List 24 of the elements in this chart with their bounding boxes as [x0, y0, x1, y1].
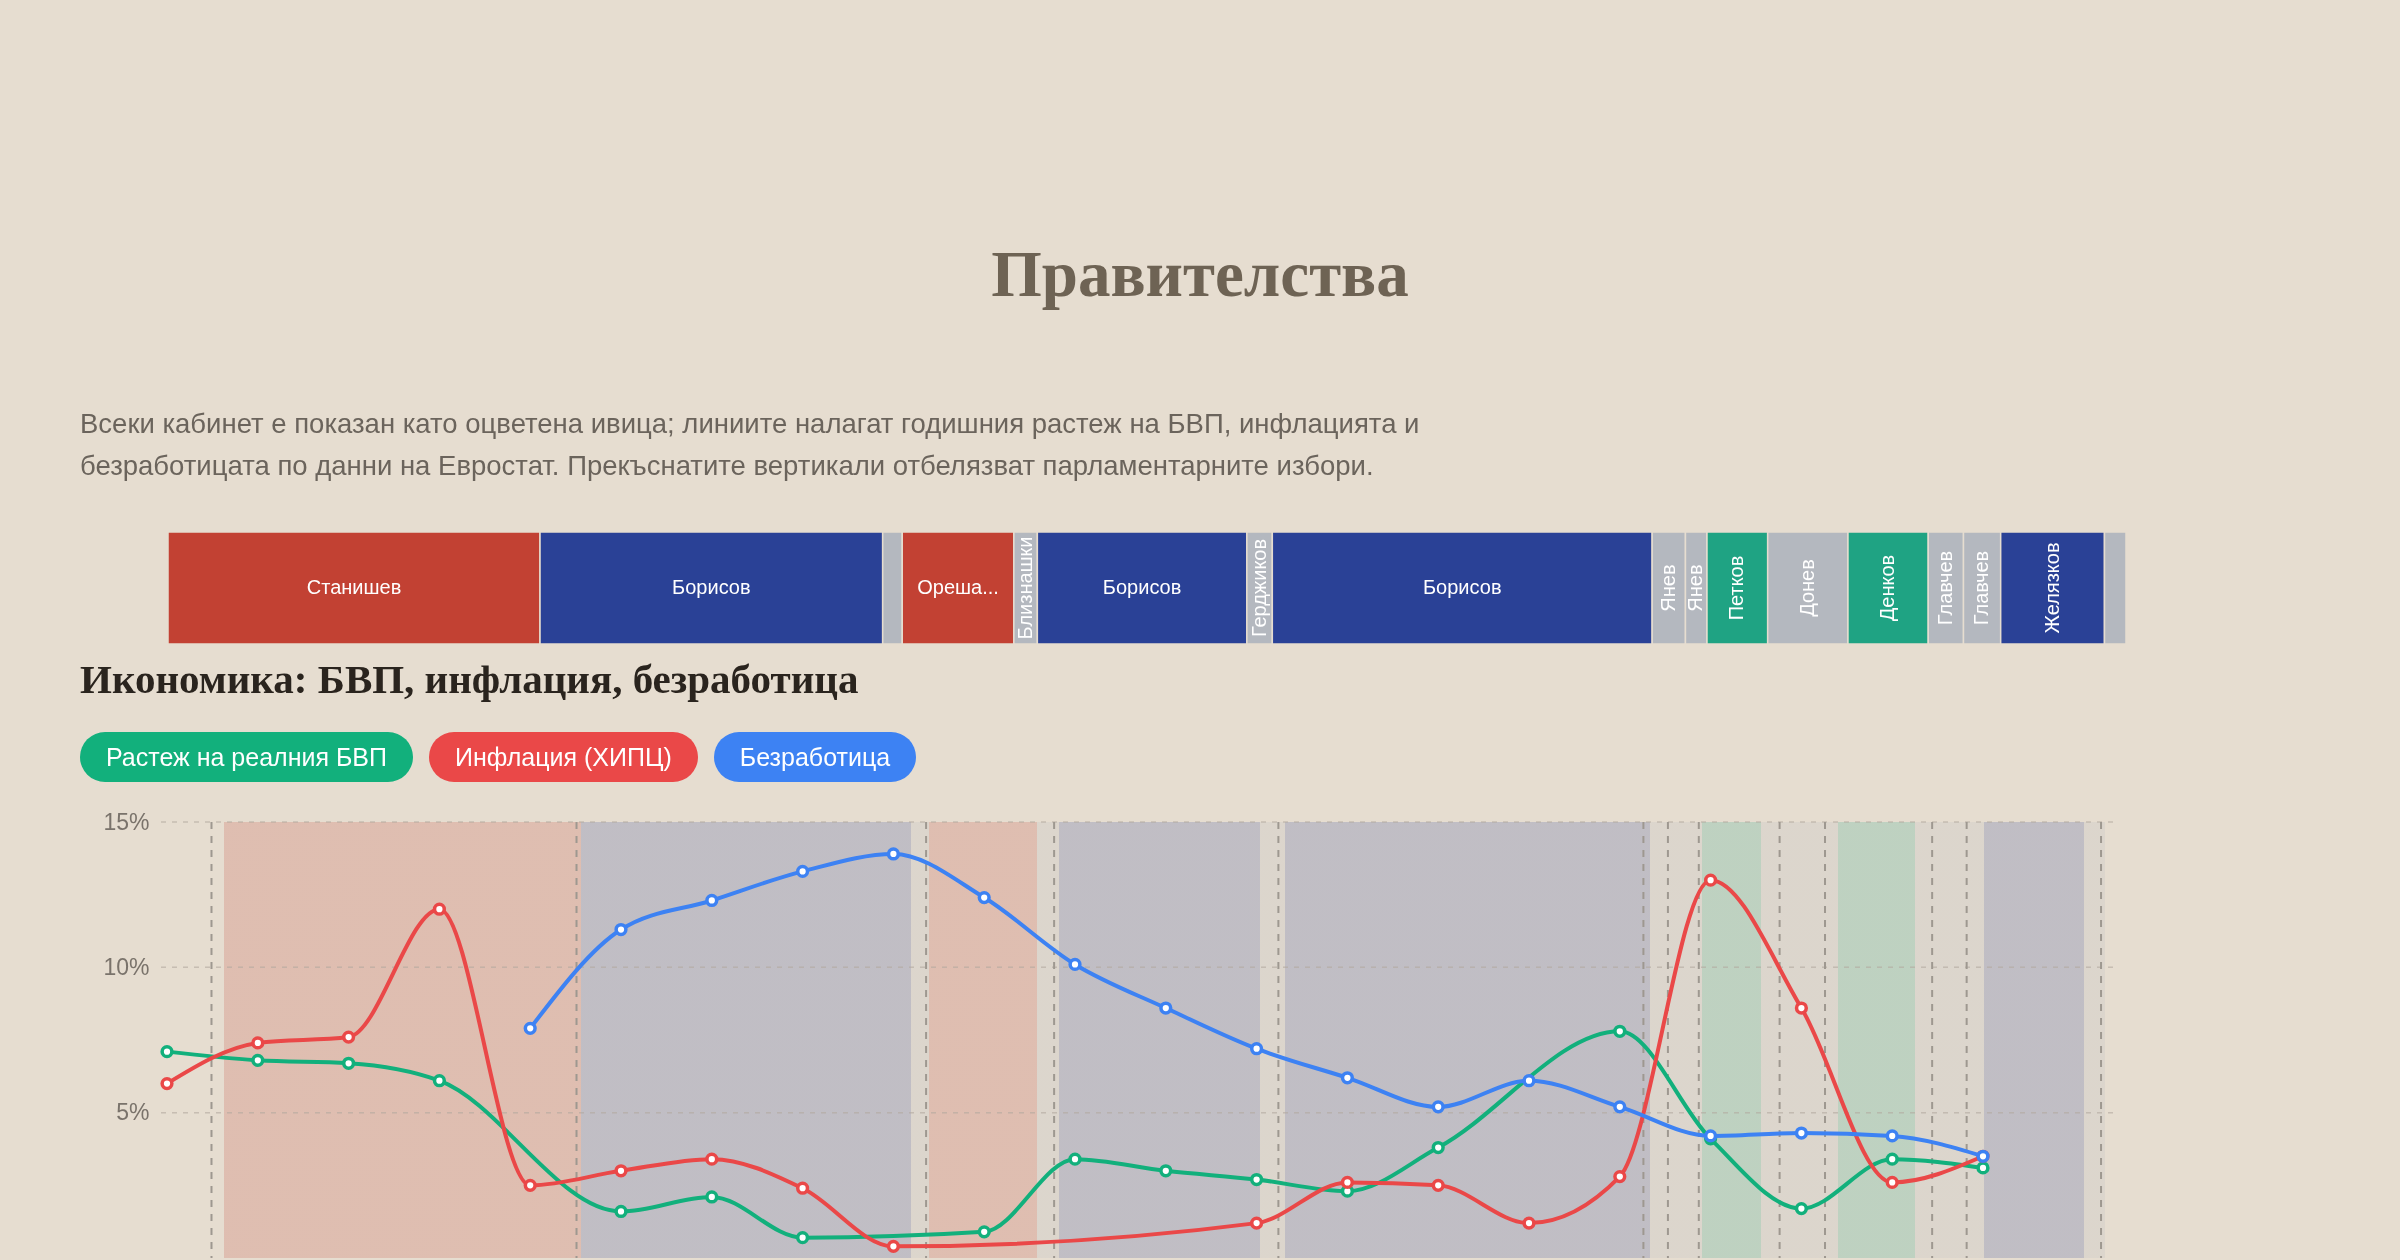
series-label: Янев — [1656, 564, 1679, 612]
chart-title: Правителства — [991, 238, 1409, 310]
series-label: Близнашки — [1013, 536, 1036, 640]
text: Инфлация (ХИПЦ) — [428, 732, 698, 782]
chart-subtitle: Всеки кабинет е показан като оцветена ивица; линиите налагат годишния растеж на БВП, инфлацията и безработицата по данни на Евростат. Прекъснатите вертикали отбелязват парламентарните избори. — [80, 407, 1421, 483]
text: Растеж на реалния БВП — [80, 732, 413, 782]
series-label: Денков — [1876, 554, 1899, 622]
text: Безработица — [713, 732, 917, 782]
series-label: Янев — [1684, 564, 1707, 612]
series-label: Желязков — [2040, 542, 2063, 634]
series-label: Борисов — [1422, 576, 1502, 598]
series-label: Главчев — [1933, 550, 1956, 626]
y-tick-label: 5% — [116, 1099, 150, 1126]
series-label: Станишев — [306, 576, 402, 598]
series-label: Ореша... — [917, 576, 999, 598]
y-tick-label: 10% — [103, 953, 150, 980]
series-label: Главчев — [1970, 550, 1993, 626]
series-label: Петков — [1725, 555, 1748, 621]
series-label: Герджиков — [1247, 538, 1270, 638]
chart-title: Икономика: БВП, инфлация, безработица — [80, 656, 859, 702]
y-tick-label: 15% — [103, 808, 150, 835]
series-label: Борисов — [1102, 576, 1182, 598]
series-label: Борисов — [672, 576, 751, 598]
series-label: Донев — [1795, 559, 1818, 617]
